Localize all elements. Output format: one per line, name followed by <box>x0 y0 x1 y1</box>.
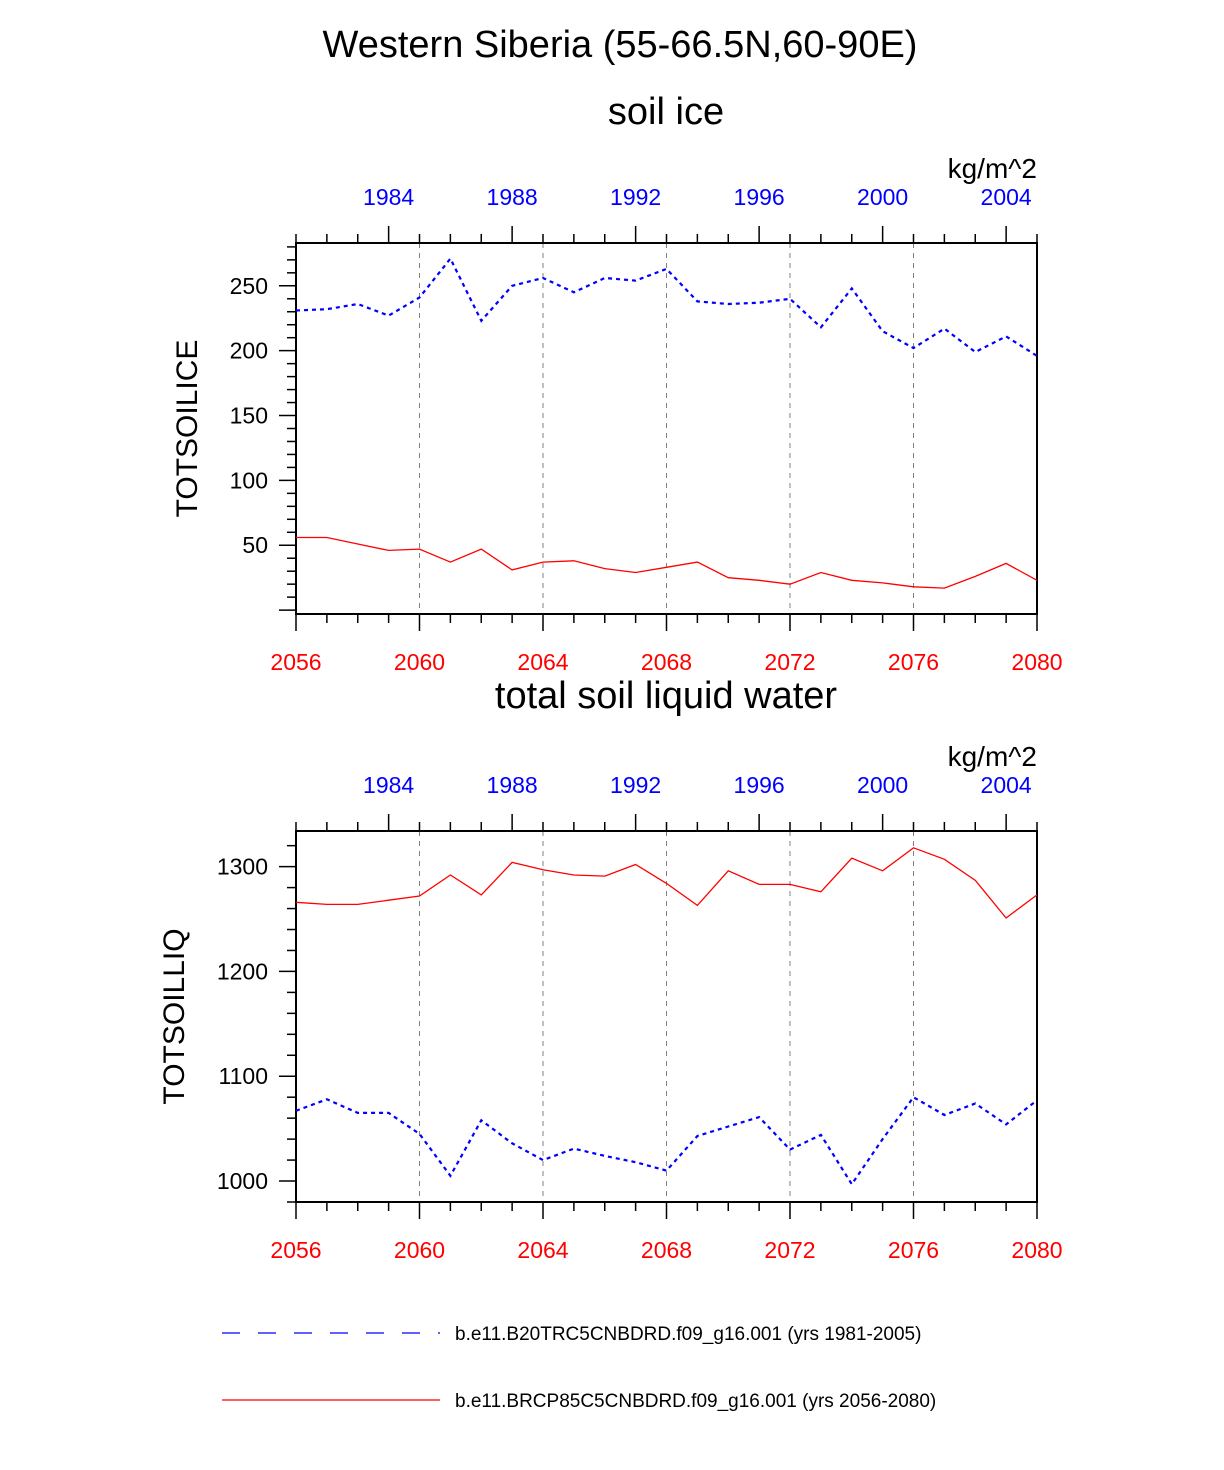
panel1-x-bottom-tick-label: 2064 <box>517 1237 568 1263</box>
panel0-x-bottom-tick-label: 2068 <box>641 649 692 675</box>
panel1-y-tick-label: 1000 <box>217 1168 268 1194</box>
legend-historical-label: b.e11.B20TRC5CNBDRD.f09_g16.001 (yrs 198… <box>455 1324 921 1345</box>
panel1-subtitle: total soil liquid water <box>495 675 838 717</box>
panel1-units-label: kg/m^2 <box>948 741 1037 772</box>
panel1-x-bottom-tick-label: 2060 <box>394 1237 445 1263</box>
panel0-x-top-tick-label: 1996 <box>734 184 785 210</box>
panel1-future-series-line <box>295 847 1038 919</box>
panel1-x-bottom-tick-label: 2068 <box>641 1237 692 1263</box>
panel1-x-bottom-tick-label: 2076 <box>888 1237 939 1263</box>
panel0-x-top-tick-label: 2004 <box>981 184 1032 210</box>
panel0-x-bottom-tick-label: 2076 <box>888 649 939 675</box>
panel0-x-top-tick-label: 1992 <box>610 184 661 210</box>
panel1-x-bottom-tick-label: 2056 <box>270 1237 321 1263</box>
panel0-x-bottom-tick-label: 2080 <box>1011 649 1062 675</box>
panel0-subtitle: soil ice <box>608 91 724 133</box>
figure-title: Western Siberia (55-66.5N,60-90E) <box>322 24 918 66</box>
panel0-x-bottom-tick-label: 2064 <box>517 649 568 675</box>
panel1-x-top-tick-label: 1984 <box>363 772 414 798</box>
panel0-x-bottom-tick-label: 2056 <box>270 649 321 675</box>
panel0-y-tick-label: 150 <box>230 403 268 429</box>
panel1-x-top-tick-label: 2004 <box>981 772 1032 798</box>
panel0-future-series-line <box>296 536 1038 589</box>
panel1-y-axis-label: TOTSOILLIQ <box>158 928 191 1104</box>
panel0-x-top-tick-label: 2000 <box>857 184 908 210</box>
panel0-x-bottom-tick-label: 2060 <box>394 649 445 675</box>
panel0-y-axis-label: TOTSOILICE <box>171 340 204 518</box>
panel0-historical-series-line <box>295 256 1038 357</box>
panel1-x-top-tick-label: 1996 <box>734 772 785 798</box>
panel1-y-tick-label: 1200 <box>217 958 268 984</box>
panel0-units-label: kg/m^2 <box>948 153 1037 184</box>
panel1-x-bottom-tick-label: 2080 <box>1011 1237 1062 1263</box>
panel0-y-tick-label: 50 <box>242 532 268 558</box>
panel1-y-tick-label: 1300 <box>217 854 268 880</box>
panel0-x-top-tick-label: 1988 <box>487 184 538 210</box>
panel1-x-bottom-tick-label: 2072 <box>764 1237 815 1263</box>
panel1-x-top-tick-label: 1988 <box>487 772 538 798</box>
panel0-y-tick-label: 200 <box>230 338 268 364</box>
panel1-y-tick-label: 1100 <box>219 1063 268 1089</box>
panel1-x-top-tick-label: 2000 <box>857 772 908 798</box>
panel0-x-bottom-tick-label: 2072 <box>764 649 815 675</box>
panel0-y-tick-label: 100 <box>230 467 268 493</box>
legend-future-label: b.e11.BRCP85C5CNBDRD.f09_g16.001 (yrs 20… <box>455 1391 936 1412</box>
panel0-y-tick-label: 250 <box>230 273 268 299</box>
panel0-x-top-tick-label: 1984 <box>363 184 414 210</box>
panel1-x-top-tick-label: 1992 <box>610 772 661 798</box>
